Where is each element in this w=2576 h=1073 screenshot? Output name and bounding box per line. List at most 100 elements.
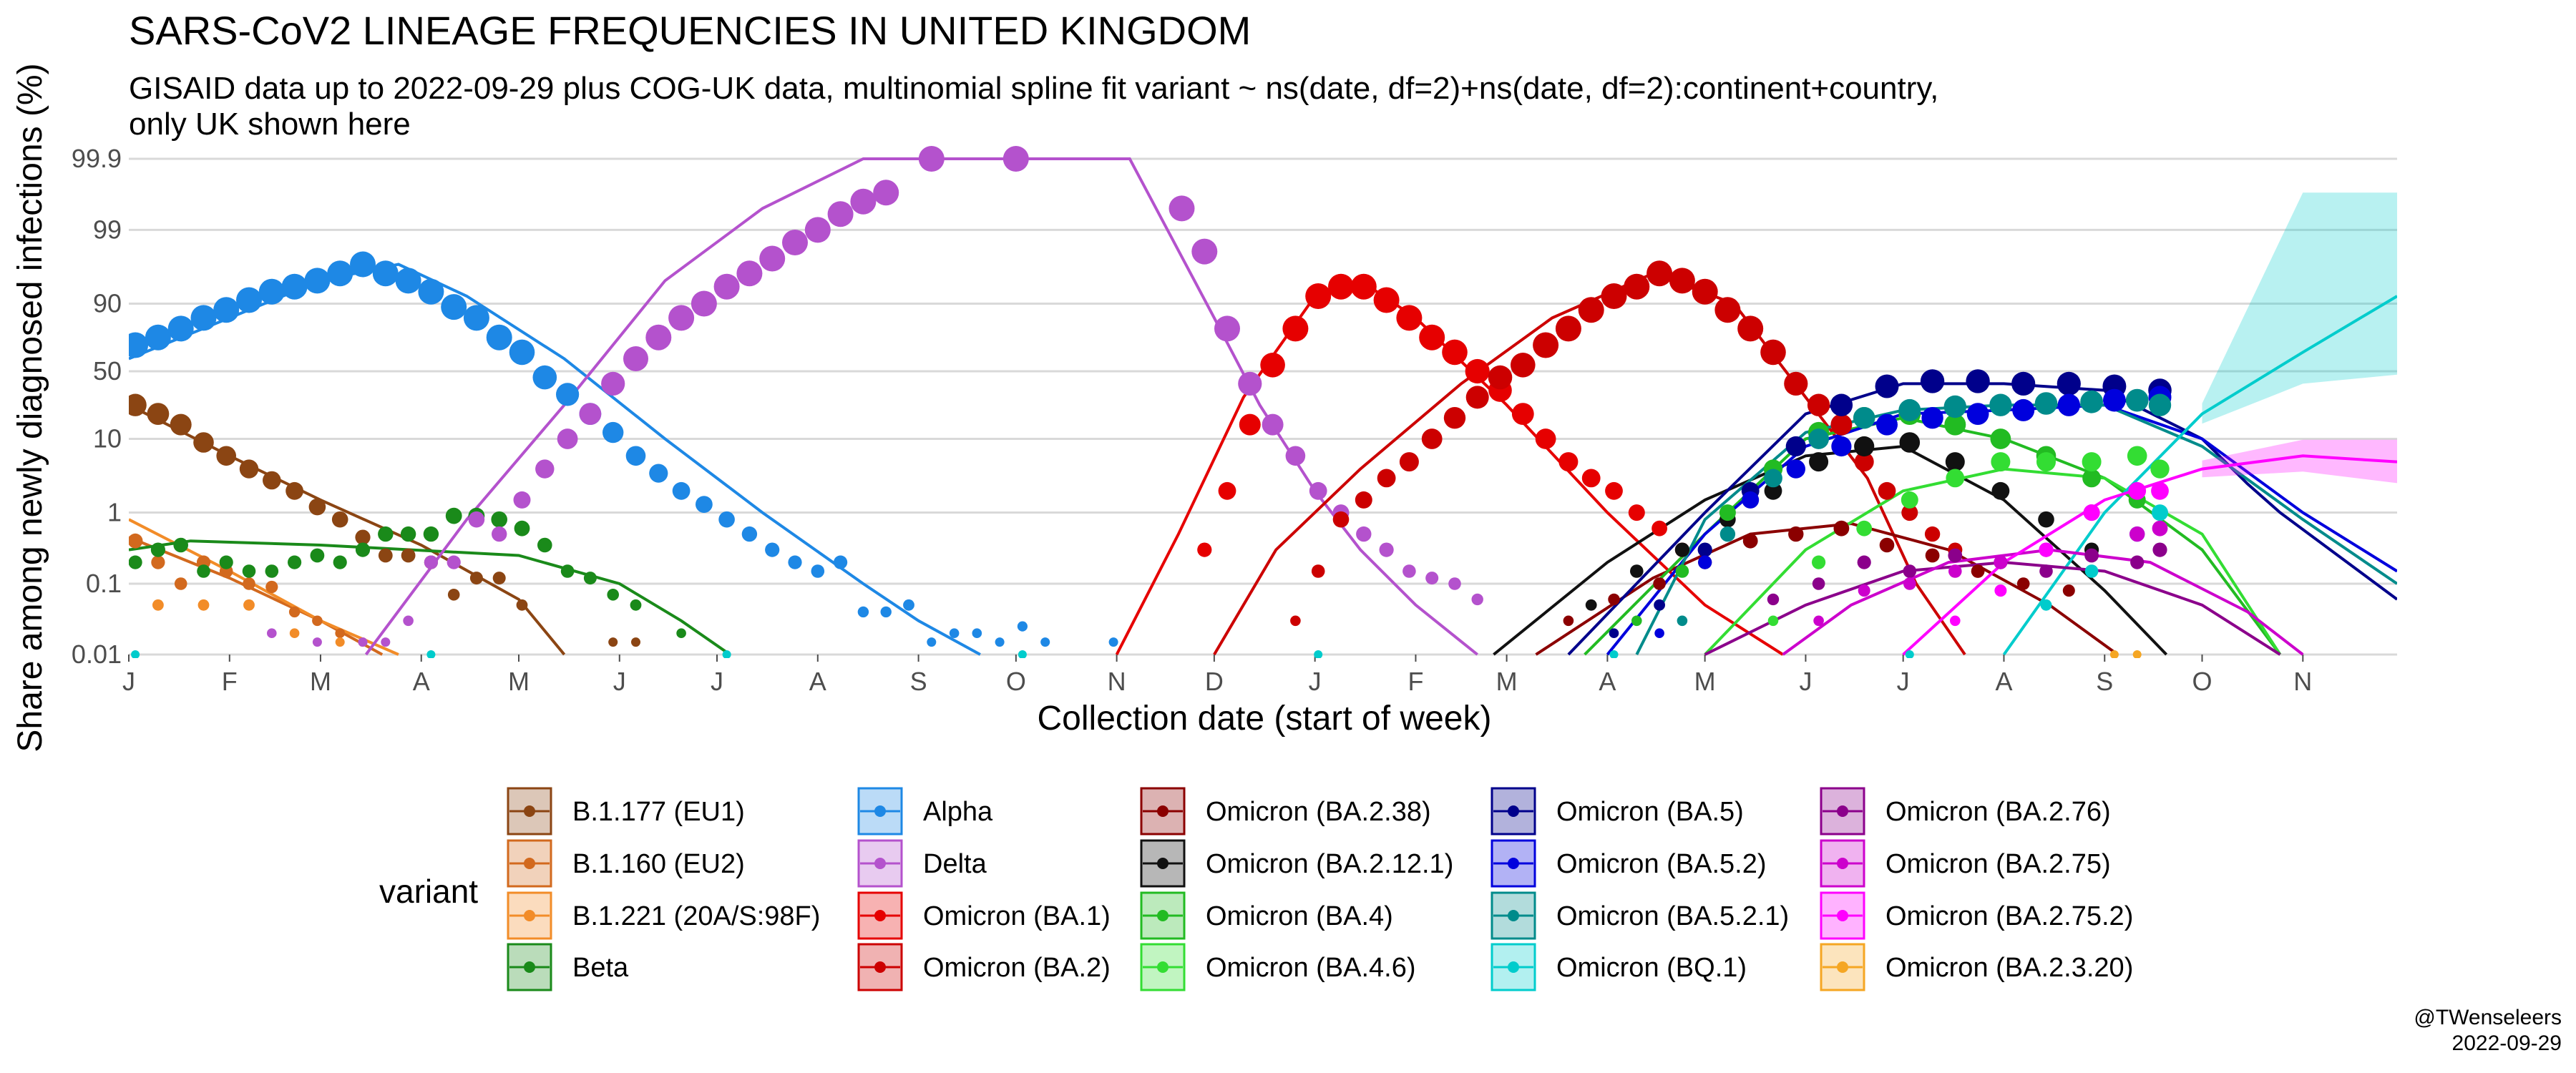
- data-point: [1714, 297, 1741, 323]
- data-point: [239, 459, 259, 479]
- x-tick-label: J: [1897, 667, 1910, 696]
- data-point: [972, 628, 982, 638]
- data-point: [1856, 520, 1873, 536]
- legend-item: Omicron (BA.1): [857, 891, 1111, 940]
- x-tick-label: J: [122, 667, 135, 696]
- data-point: [1994, 555, 2008, 569]
- data-point: [213, 297, 240, 323]
- data-point: [1764, 469, 1782, 488]
- data-point: [150, 542, 165, 557]
- legend-item: Omicron (BA.4.6): [1140, 943, 1416, 991]
- legend: variant B.1.177 (EU1) B.1.160 (EU2) B.1.22…: [379, 787, 2133, 991]
- data-point: [1442, 339, 1468, 366]
- legend-item: Omicron (BA.4): [1140, 891, 1393, 940]
- x-tick-label: F: [1407, 667, 1423, 696]
- data-point: [649, 464, 668, 483]
- data-point: [381, 637, 391, 647]
- data-point: [625, 446, 646, 466]
- data-point: [401, 548, 416, 563]
- data-point: [1332, 511, 1350, 528]
- legend-key-dot: [874, 961, 886, 973]
- data-point: [1624, 273, 1650, 300]
- legend-item: B.1.177 (EU1): [507, 787, 745, 836]
- x-tick-label: M: [1496, 667, 1518, 696]
- data-point: [1946, 469, 1965, 488]
- data-point: [190, 305, 217, 331]
- data-point: [281, 273, 308, 300]
- data-point: [1854, 452, 1874, 472]
- data-point: [289, 628, 300, 638]
- data-point: [1737, 315, 1764, 342]
- data-point: [607, 589, 619, 601]
- data-point: [355, 529, 371, 545]
- data-point: [1018, 650, 1027, 658]
- data-point: [1350, 273, 1377, 300]
- data-point: [491, 511, 507, 528]
- data-point: [1784, 371, 1808, 396]
- y-tick-label: 50: [93, 356, 122, 386]
- data-point: [630, 599, 642, 611]
- data-point: [310, 548, 325, 563]
- data-point: [2152, 542, 2167, 557]
- legend-label: Omicron (BA.2): [923, 953, 1111, 983]
- data-point: [1425, 572, 1439, 585]
- data-point: [782, 230, 808, 255]
- data-point: [1305, 283, 1332, 309]
- data-point: [1719, 526, 1736, 542]
- data-point: [1989, 393, 2012, 416]
- data-point: [1876, 413, 1898, 436]
- data-point: [263, 471, 281, 490]
- data-point: [1920, 369, 1945, 393]
- x-tick-label: O: [1006, 667, 1026, 696]
- legend-item: Delta: [857, 839, 987, 888]
- data-point: [1767, 593, 1780, 606]
- data-point: [1465, 358, 1490, 384]
- data-point: [1924, 526, 1941, 542]
- data-point: [1652, 520, 1668, 536]
- x-axis-label: Collection date (start of week): [1038, 700, 1492, 738]
- data-point: [1238, 371, 1262, 396]
- data-point: [1879, 537, 1895, 553]
- data-point: [1535, 428, 1556, 449]
- data-point: [1742, 491, 1760, 509]
- data-point: [288, 606, 301, 618]
- data-point: [880, 606, 892, 618]
- data-point: [1875, 374, 1899, 398]
- data-point: [1309, 481, 1327, 500]
- y-axis-label: Share among newly diagnosed infections (…: [11, 63, 49, 752]
- data-point: [1282, 315, 1309, 342]
- legend-label: Omicron (BQ.1): [1556, 953, 1747, 983]
- legend-label: Omicron (BA.2.75.2): [1885, 901, 2133, 931]
- data-point: [1698, 555, 1712, 569]
- x-tick-label: F: [222, 667, 238, 696]
- data-point: [1511, 353, 1536, 378]
- data-point: [1898, 398, 1921, 421]
- data-point: [1858, 584, 1870, 597]
- data-point: [2152, 504, 2168, 521]
- data-point: [193, 432, 214, 453]
- x-tick-label: S: [910, 667, 927, 696]
- data-point: [441, 294, 467, 320]
- data-point: [1654, 628, 1664, 638]
- data-point: [509, 339, 535, 366]
- data-point: [350, 251, 376, 278]
- data-point: [1853, 407, 1875, 429]
- x-tick-label: A: [809, 667, 826, 696]
- data-point: [1677, 615, 1688, 627]
- data-point: [2083, 504, 2100, 521]
- legend-key-dot: [524, 805, 535, 817]
- data-point: [1002, 146, 1029, 172]
- data-point: [1262, 413, 1284, 436]
- legend-label: Omicron (BA.2.38): [1206, 797, 1431, 827]
- data-point: [1991, 481, 2010, 500]
- legend-label: Omicron (BA.5.2.1): [1556, 901, 1789, 931]
- data-point: [2125, 388, 2149, 412]
- data-point: [131, 650, 140, 658]
- data-point: [1943, 395, 1966, 418]
- data-point: [1191, 238, 1218, 265]
- confidence-band: [2202, 439, 2397, 484]
- data-point: [1563, 615, 1574, 627]
- data-point: [2016, 577, 2030, 590]
- x-tick-label: M: [1694, 667, 1716, 696]
- legend-label: Omicron (BA.2.12.1): [1206, 849, 1453, 879]
